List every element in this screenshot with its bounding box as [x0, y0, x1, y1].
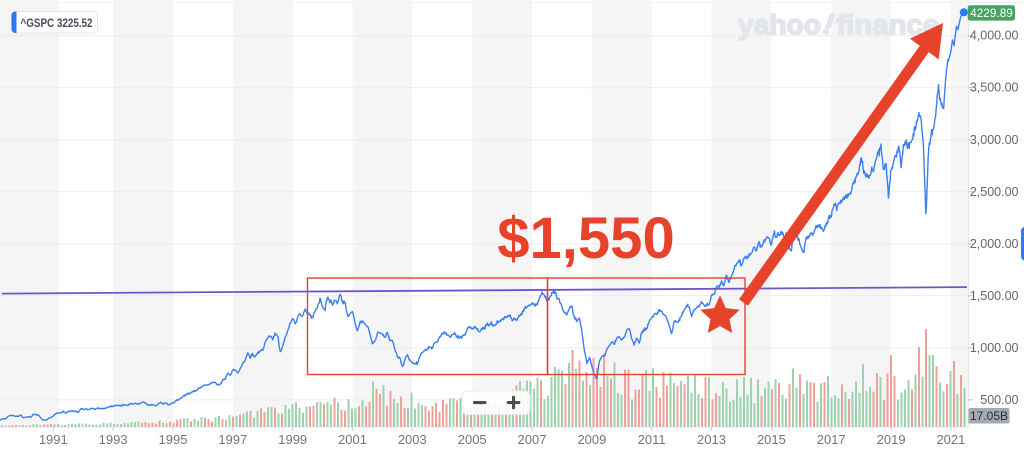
svg-text:1995: 1995	[159, 432, 188, 447]
svg-text:1999: 1999	[278, 432, 307, 447]
svg-text:1,500.00: 1,500.00	[970, 289, 1019, 303]
svg-text:2007: 2007	[518, 432, 547, 447]
svg-text:17.05B: 17.05B	[970, 409, 1008, 423]
svg-text:2003: 2003	[398, 432, 427, 447]
svg-text:1991: 1991	[39, 432, 68, 447]
svg-text:2015: 2015	[757, 432, 786, 447]
svg-text:2,500.00: 2,500.00	[970, 185, 1019, 199]
svg-text:2021: 2021	[936, 432, 965, 447]
svg-text:2005: 2005	[458, 432, 487, 447]
svg-text:1997: 1997	[218, 432, 247, 447]
svg-text:2011: 2011	[638, 432, 666, 447]
svg-text:4,000.00: 4,000.00	[970, 29, 1019, 43]
svg-text:1,000.00: 1,000.00	[970, 341, 1019, 355]
svg-text:yahoo: yahoo	[738, 9, 821, 40]
svg-text:2019: 2019	[877, 432, 906, 447]
svg-text:2,000.00: 2,000.00	[970, 237, 1019, 251]
svg-text:3,000.00: 3,000.00	[970, 133, 1019, 147]
svg-text:2017: 2017	[817, 432, 846, 447]
svg-text:1993: 1993	[99, 432, 128, 447]
svg-text:500.00: 500.00	[980, 393, 1018, 407]
svg-text:2001: 2001	[338, 432, 367, 447]
svg-text:$1,550: $1,550	[497, 206, 674, 271]
svg-text:2013: 2013	[697, 432, 726, 447]
svg-text:^GSPC 3225.52: ^GSPC 3225.52	[21, 18, 93, 30]
svg-text:3,500.00: 3,500.00	[970, 81, 1019, 95]
svg-text:2009: 2009	[577, 432, 606, 447]
svg-text:4229.89: 4229.89	[970, 6, 1013, 20]
